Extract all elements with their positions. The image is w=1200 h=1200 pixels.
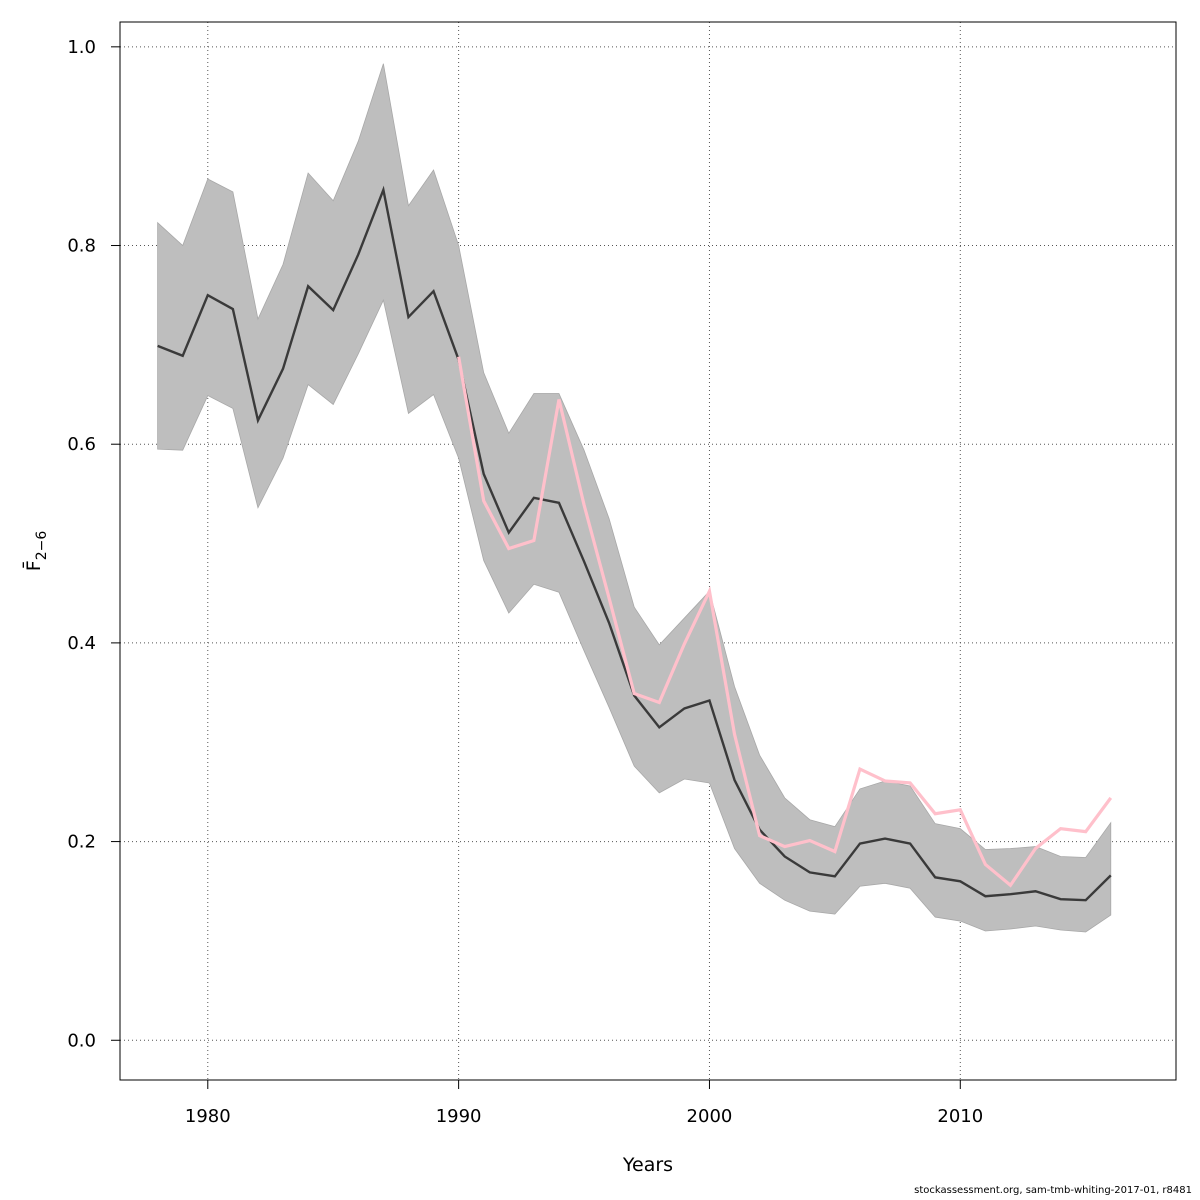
plot-frame (119, 21, 1177, 1081)
y-axis-title-subscript: 2−6 (34, 531, 50, 561)
footer-credit: stockassessment.org, sam-tmb-whiting-201… (914, 1185, 1192, 1196)
confidence-band (157, 63, 1112, 933)
series-line-retro (457, 356, 1113, 888)
series-line-estimate (157, 185, 1112, 902)
confidence-band-area (157, 63, 1112, 933)
x-tick-label: 1980 (185, 1106, 231, 1127)
y-tick-label: 0.4 (67, 633, 96, 654)
y-axis-title-main: F̄ (21, 560, 45, 571)
y-tick-label: 0.2 (67, 832, 96, 853)
y-tick-label: 1.0 (67, 37, 96, 58)
y-axis-title: F̄2−6 (21, 531, 50, 572)
y-tick-label: 0.0 (67, 1030, 96, 1051)
x-tick-label: 2000 (687, 1106, 733, 1127)
series-lines (157, 185, 1113, 902)
svg-text:F̄2−6: F̄2−6 (21, 531, 50, 572)
x-tick-label: 2010 (937, 1106, 983, 1127)
y-tick-label: 0.6 (67, 434, 96, 455)
x-axis: 1980 1990 2000 2010 (185, 1080, 983, 1127)
x-tick-label: 1990 (436, 1106, 482, 1127)
y-tick-label: 0.8 (67, 236, 96, 257)
y-axis: 0.0 0.2 0.4 0.6 0.8 1.0 (67, 37, 120, 1051)
x-axis-title: Years (622, 1154, 673, 1176)
